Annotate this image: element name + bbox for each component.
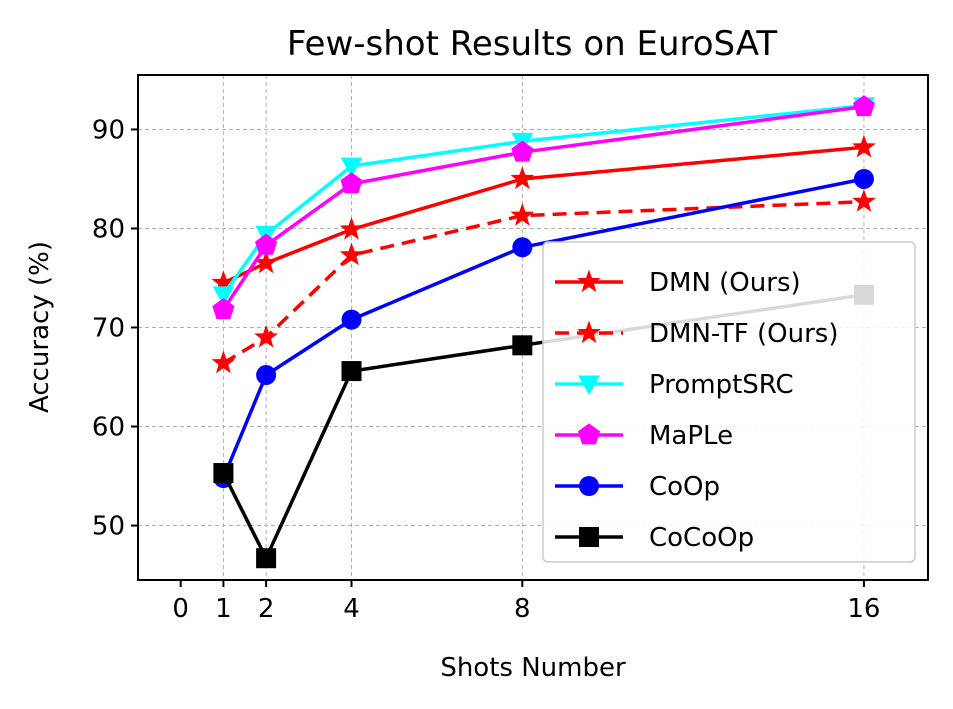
legend-item: CoCoOp bbox=[555, 523, 754, 553]
legend-marker bbox=[577, 269, 601, 293]
series-layer bbox=[211, 95, 876, 569]
x-tick-label: 16 bbox=[847, 594, 880, 624]
legend-item: DMN-TF (Ours) bbox=[555, 319, 838, 349]
legend-item: PromptSRC bbox=[555, 370, 794, 400]
data-point bbox=[255, 233, 278, 255]
data-point bbox=[512, 335, 533, 356]
legend-label: CoCoOp bbox=[649, 523, 754, 553]
legend-label: DMN-TF (Ours) bbox=[649, 319, 838, 349]
x-tick-label: 0 bbox=[172, 594, 189, 624]
data-point bbox=[256, 548, 277, 569]
data-point bbox=[211, 350, 236, 374]
y-tick-label: 80 bbox=[92, 214, 125, 244]
y-tick-label: 60 bbox=[92, 413, 125, 443]
legend-marker bbox=[577, 423, 601, 445]
data-point bbox=[213, 463, 234, 484]
x-tick-label: 4 bbox=[343, 594, 360, 624]
legend-marker bbox=[579, 527, 599, 547]
legend-label: PromptSRC bbox=[649, 370, 794, 400]
data-point bbox=[341, 361, 362, 382]
chart-title: Few-shot Results on EuroSAT bbox=[287, 24, 778, 64]
data-point bbox=[339, 217, 364, 240]
y-tick-label: 50 bbox=[92, 512, 125, 542]
data-point bbox=[254, 324, 279, 348]
legend-box bbox=[542, 241, 916, 563]
series-3 bbox=[212, 95, 875, 320]
legend-marker bbox=[577, 320, 601, 344]
data-point bbox=[511, 140, 534, 162]
legend-label: MaPLe bbox=[649, 421, 733, 451]
data-point bbox=[853, 168, 874, 189]
data-point bbox=[341, 309, 362, 330]
series-line bbox=[222, 199, 864, 365]
x-axis-label: Shots Number bbox=[440, 653, 626, 683]
legend-marker bbox=[578, 375, 600, 396]
data-point bbox=[212, 298, 235, 320]
x-tick-label: 1 bbox=[215, 594, 232, 624]
data-point bbox=[510, 166, 535, 190]
data-point bbox=[852, 189, 876, 212]
legend-marker bbox=[579, 476, 599, 496]
legend: DMN (Ours) DMN-TF (Ours) PromptSRC MaPLe CoO… bbox=[542, 241, 916, 563]
legend-label: DMN (Ours) bbox=[649, 268, 801, 298]
legend-item: CoOp bbox=[555, 472, 720, 502]
data-point bbox=[256, 365, 277, 386]
data-point bbox=[510, 203, 535, 226]
x-tick-label: 2 bbox=[258, 594, 275, 624]
data-point bbox=[340, 172, 363, 194]
legend-item: MaPLe bbox=[555, 421, 733, 451]
y-axis-ticks: 50 60 70 80 90 bbox=[92, 115, 138, 542]
data-point bbox=[852, 95, 875, 117]
data-point bbox=[339, 242, 364, 266]
x-axis-ticks: 0 1 2 4 8 16 bbox=[172, 580, 880, 624]
x-tick-label: 8 bbox=[514, 594, 531, 624]
y-tick-label: 90 bbox=[92, 115, 125, 145]
data-point bbox=[340, 157, 363, 178]
data-point bbox=[212, 286, 235, 306]
legend-label: CoOp bbox=[649, 472, 720, 502]
data-point bbox=[852, 134, 876, 158]
data-point bbox=[512, 237, 533, 258]
y-tick-label: 70 bbox=[92, 314, 125, 344]
y-axis-label: Accuracy (%) bbox=[25, 241, 55, 413]
legend-item: DMN (Ours) bbox=[555, 268, 801, 298]
series-1 bbox=[211, 189, 876, 374]
